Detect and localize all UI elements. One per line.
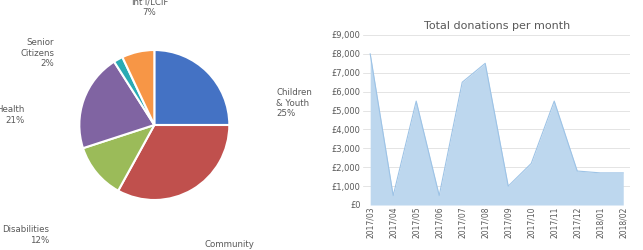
Wedge shape [118,125,230,200]
Text: Disabilities
12%: Disabilities 12% [3,225,50,245]
Text: Community
33%: Community 33% [204,240,254,250]
Text: Senior
Citizens
2%: Senior Citizens 2% [21,38,54,68]
Title: Total donations per month: Total donations per month [424,22,570,32]
Text: Int'l/LCIF
7%: Int'l/LCIF 7% [131,0,168,17]
Text: Children
& Youth
25%: Children & Youth 25% [276,88,312,118]
Wedge shape [122,50,154,125]
Wedge shape [154,50,230,125]
Wedge shape [83,125,154,191]
Wedge shape [114,57,154,125]
Text: Health
21%: Health 21% [0,105,24,125]
Wedge shape [79,62,154,148]
